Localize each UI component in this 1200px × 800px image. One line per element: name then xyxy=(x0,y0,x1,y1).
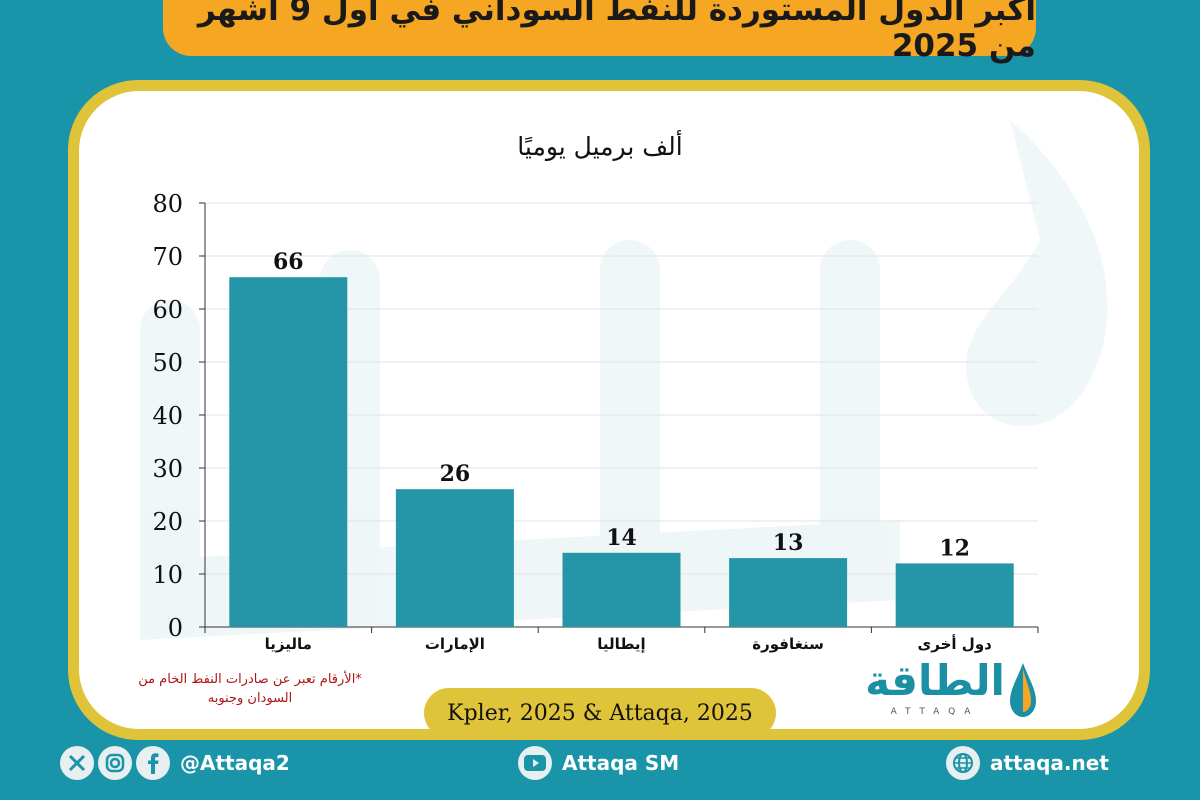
facebook-icon[interactable] xyxy=(136,746,170,780)
category-label: الإمارات xyxy=(425,635,485,653)
y-tick-label: 40 xyxy=(152,402,183,430)
bar xyxy=(895,563,1014,627)
youtube-link: Attaqa SM xyxy=(518,745,679,781)
website-url[interactable]: attaqa.net xyxy=(990,751,1109,775)
oil-drop-icon xyxy=(1010,663,1036,717)
attaqa-logo: الطاقة ATTAQA xyxy=(860,655,1040,725)
x-icon[interactable] xyxy=(60,746,94,780)
footnote: *الأرقام تعبر عن صادرات النفط الخام من ا… xyxy=(138,672,362,706)
bar xyxy=(729,558,848,627)
data-label: 26 xyxy=(440,461,471,487)
logo-english: ATTAQA xyxy=(890,707,980,717)
y-tick-label: 10 xyxy=(152,561,183,589)
y-tick-label: 50 xyxy=(152,349,183,377)
y-tick-label: 0 xyxy=(168,614,183,642)
y-tick-label: 80 xyxy=(152,190,183,218)
data-label: 14 xyxy=(606,525,637,551)
data-label: 66 xyxy=(273,249,304,275)
y-tick-label: 70 xyxy=(152,243,183,271)
source-text: Kpler, 2025 & Attaqa, 2025 xyxy=(447,700,753,726)
data-label: 13 xyxy=(773,530,804,556)
category-label: دول أخرى xyxy=(918,634,993,653)
logo-arabic: الطاقة xyxy=(865,656,1005,705)
bar xyxy=(395,489,514,627)
globe-icon[interactable] xyxy=(946,746,980,780)
instagram-icon[interactable] xyxy=(98,746,132,780)
website-link: attaqa.net xyxy=(946,745,1109,781)
title-banner: أكبر الدول المستوردة للنفط السوداني في أ… xyxy=(163,0,1036,64)
chart-title: أكبر الدول المستوردة للنفط السوداني في أ… xyxy=(197,0,1036,64)
social-handle[interactable]: @Attaqa2 xyxy=(180,751,290,775)
youtube-icon[interactable] xyxy=(518,746,552,780)
source-banner: Kpler, 2025 & Attaqa, 2025 xyxy=(424,688,776,738)
y-tick-label: 60 xyxy=(152,296,183,324)
youtube-channel[interactable]: Attaqa SM xyxy=(562,751,680,775)
bar xyxy=(229,277,348,627)
data-label: 12 xyxy=(939,535,970,561)
social-links: @Attaqa2 xyxy=(60,745,290,781)
bar xyxy=(562,552,681,627)
y-tick-label: 30 xyxy=(152,455,183,483)
unit-label: ألف برميل يوميًا xyxy=(517,132,683,161)
category-label: سنغافورة xyxy=(752,635,824,653)
category-label: ماليزيا xyxy=(265,635,312,653)
y-tick-label: 20 xyxy=(152,508,183,536)
category-label: إيطاليا xyxy=(597,635,645,653)
